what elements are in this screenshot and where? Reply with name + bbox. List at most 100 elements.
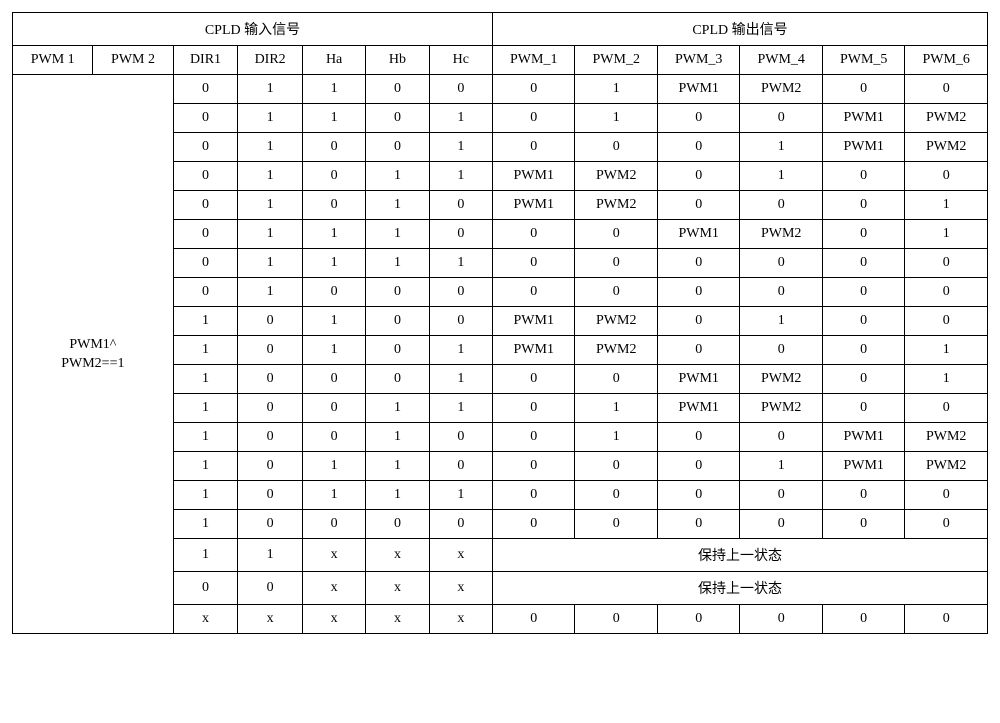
cell-pwm-5: 0	[822, 510, 904, 539]
cell-pwm-1: 0	[493, 75, 575, 104]
cell-hb: 1	[366, 191, 429, 220]
cell-pwm-4: 1	[740, 162, 822, 191]
cell-dir1: 0	[173, 191, 238, 220]
cell-pwm-6: 1	[905, 365, 988, 394]
cell-pwm-2: 0	[575, 133, 657, 162]
col-pwm-6: PWM_6	[905, 46, 988, 75]
cell-pwm-1: 0	[493, 605, 575, 634]
cell-hc: 1	[429, 104, 492, 133]
col-hb: Hb	[366, 46, 429, 75]
cell-pwm-5: PWM1	[822, 452, 904, 481]
cell-ha: 0	[302, 278, 365, 307]
cell-pwm-2: PWM2	[575, 162, 657, 191]
cell-pwm-5: 0	[822, 481, 904, 510]
cell-pwm-6: PWM2	[905, 423, 988, 452]
cell-hb: 0	[366, 278, 429, 307]
cell-ha: 1	[302, 249, 365, 278]
cell-hc: 1	[429, 162, 492, 191]
cell-merged-output: 保持上一状态	[493, 539, 988, 572]
cell-hc: 1	[429, 133, 492, 162]
cell-pwm-2: 0	[575, 278, 657, 307]
cell-dir2: 1	[238, 278, 303, 307]
cell-ha: 1	[302, 452, 365, 481]
cell-hb: 1	[366, 423, 429, 452]
cell-dir2: 0	[238, 572, 303, 605]
cell-pwm-4: PWM2	[740, 394, 822, 423]
cell-pwm-6: PWM2	[905, 452, 988, 481]
cell-pwm-6: 1	[905, 336, 988, 365]
cell-hb: 1	[366, 162, 429, 191]
cell-hb: 1	[366, 452, 429, 481]
cell-pwm-5: 0	[822, 336, 904, 365]
condition-line2: PWM2==1	[17, 356, 169, 372]
cell-hc: 0	[429, 423, 492, 452]
cell-pwm-4: 0	[740, 423, 822, 452]
cell-pwm-1: PWM1	[493, 307, 575, 336]
header-input-group: CPLD 输入信号	[13, 13, 493, 46]
cell-pwm-6: 0	[905, 394, 988, 423]
cell-hb: 0	[366, 510, 429, 539]
cell-dir2: 0	[238, 336, 303, 365]
cell-hc: x	[429, 605, 492, 634]
cell-dir2: 1	[238, 220, 303, 249]
cell-ha: 0	[302, 423, 365, 452]
cell-ha: x	[302, 572, 365, 605]
cell-pwm-1: 0	[493, 452, 575, 481]
cell-ha: 0	[302, 191, 365, 220]
cell-pwm-6: 0	[905, 162, 988, 191]
cell-hb: 0	[366, 104, 429, 133]
cell-dir1: 1	[173, 394, 238, 423]
cell-dir1: 0	[173, 572, 238, 605]
cell-pwm-2: 0	[575, 510, 657, 539]
cell-pwm-4: 1	[740, 307, 822, 336]
col-pwm1-in: PWM 1	[13, 46, 93, 75]
cell-pwm-5: PWM1	[822, 133, 904, 162]
cell-pwm-1: 0	[493, 481, 575, 510]
cell-pwm-5: 0	[822, 191, 904, 220]
cell-hb: x	[366, 605, 429, 634]
cell-pwm-1: PWM1	[493, 336, 575, 365]
cell-pwm-3: 0	[657, 307, 739, 336]
cell-ha: x	[302, 539, 365, 572]
cell-pwm-1: 0	[493, 133, 575, 162]
cell-hb: 1	[366, 220, 429, 249]
cell-ha: 0	[302, 133, 365, 162]
cell-dir2: 1	[238, 249, 303, 278]
cell-pwm-2: 1	[575, 423, 657, 452]
cell-pwm-4: 0	[740, 278, 822, 307]
cell-pwm-5: 0	[822, 220, 904, 249]
cell-pwm-1: 0	[493, 423, 575, 452]
cell-hc: 1	[429, 394, 492, 423]
cell-hc: 1	[429, 481, 492, 510]
cell-pwm-4: 0	[740, 191, 822, 220]
cell-dir2: 0	[238, 481, 303, 510]
cell-pwm-5: PWM1	[822, 423, 904, 452]
cell-pwm-1: 0	[493, 220, 575, 249]
cell-pwm-3: 0	[657, 133, 739, 162]
cell-dir1: 1	[173, 336, 238, 365]
cell-pwm-5: 0	[822, 307, 904, 336]
cell-hb: 1	[366, 394, 429, 423]
cell-dir1: 1	[173, 307, 238, 336]
cell-hc: 1	[429, 249, 492, 278]
cell-dir1: x	[173, 605, 238, 634]
cell-hb: 0	[366, 133, 429, 162]
cell-dir1: 1	[173, 452, 238, 481]
cell-pwm-6: 0	[905, 249, 988, 278]
cell-hc: 0	[429, 510, 492, 539]
cell-pwm-2: PWM2	[575, 336, 657, 365]
cell-pwm-2: PWM2	[575, 307, 657, 336]
cell-pwm-2: 1	[575, 394, 657, 423]
cell-hb: 0	[366, 365, 429, 394]
cell-pwm-4: 0	[740, 104, 822, 133]
cell-pwm-6: 0	[905, 510, 988, 539]
cell-pwm-1: 0	[493, 278, 575, 307]
table-body: PWM1^PWM2==10110001PWM1PWM200011010100PW…	[13, 75, 988, 634]
cell-hc: 1	[429, 336, 492, 365]
cell-pwm-6: 0	[905, 605, 988, 634]
cell-hc: 0	[429, 278, 492, 307]
condition-line1: PWM1^	[17, 337, 169, 353]
cell-ha: 1	[302, 307, 365, 336]
cell-dir1: 1	[173, 365, 238, 394]
cell-pwm-5: 0	[822, 605, 904, 634]
